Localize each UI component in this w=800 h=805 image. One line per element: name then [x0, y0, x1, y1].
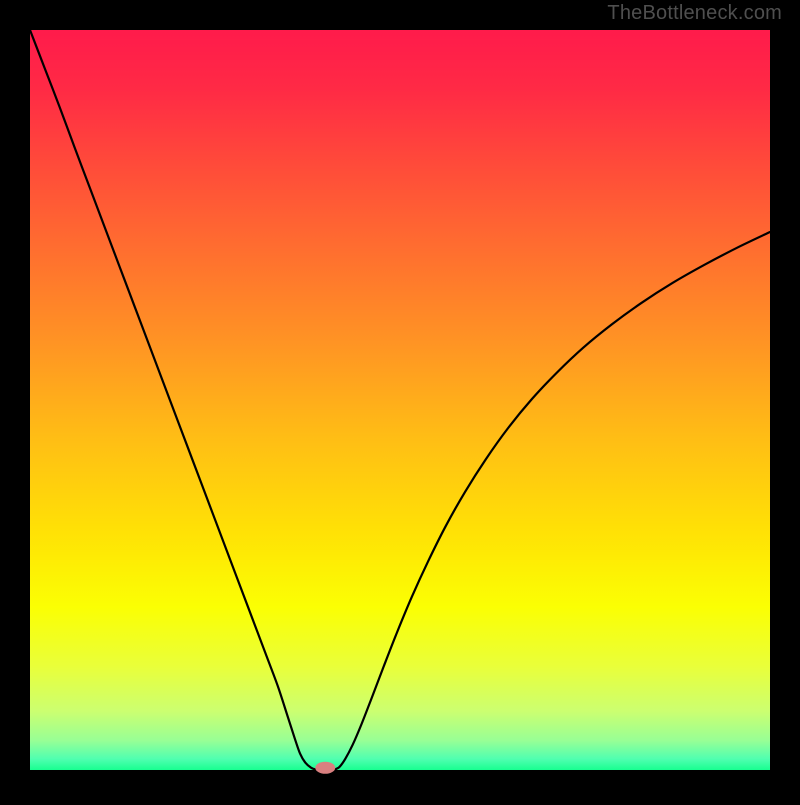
chart-container: TheBottleneck.com	[0, 0, 800, 800]
watermark-text: TheBottleneck.com	[607, 2, 782, 25]
minimum-marker	[315, 762, 335, 774]
bottleneck-chart	[0, 0, 800, 800]
